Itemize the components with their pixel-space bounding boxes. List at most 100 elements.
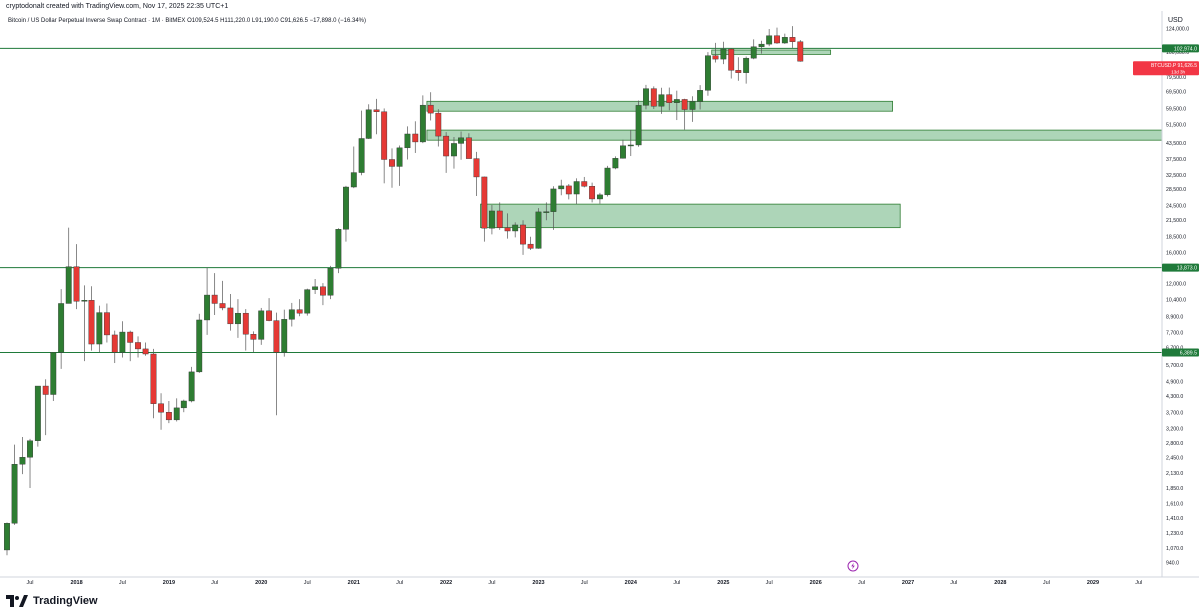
candle-2022-04[interactable] [465,133,472,159]
candle-2025-01[interactable] [720,41,727,65]
candle-2019-04[interactable] [188,366,195,403]
candle-2018-05[interactable] [103,303,110,343]
candle-2021-12[interactable] [435,109,442,147]
candle-2017-07[interactable] [27,438,33,489]
candle-2018-04[interactable] [96,305,103,353]
candle-2019-01[interactable] [165,400,172,424]
candle-2025-05[interactable] [750,39,757,60]
candle-2022-08[interactable] [496,202,503,230]
candle-2020-04[interactable] [281,309,288,357]
candle-2020-07[interactable] [304,288,311,316]
candle-2025-11[interactable] [797,40,804,62]
candle-2019-02[interactable] [173,398,180,422]
flash-icon[interactable] [847,560,859,572]
candle-2024-05[interactable] [658,87,665,114]
candle-2023-04[interactable] [558,179,565,196]
plot-area[interactable] [0,11,1162,577]
candle-2023-07[interactable] [581,176,588,188]
candle-2021-10[interactable] [419,95,426,144]
candle-2018-11[interactable] [150,348,157,419]
candle-2023-12[interactable] [620,139,626,159]
candle-2021-09[interactable] [412,121,419,153]
candle-2022-05[interactable] [473,151,480,197]
candle-2018-03[interactable] [88,286,95,351]
candle-2021-11[interactable] [427,92,434,121]
candle-2018-06[interactable] [111,330,118,364]
candle-2022-06[interactable] [481,176,488,242]
candle-2025-04[interactable] [743,56,750,84]
candle-2020-06[interactable] [296,299,303,317]
candle-2021-01[interactable] [350,146,357,189]
candle-2019-08[interactable] [219,280,226,311]
candle-2017-05[interactable] [11,444,18,525]
candle-2019-07[interactable] [211,273,218,315]
candle-2023-01[interactable] [535,208,542,249]
candle-2017-12[interactable] [65,227,72,304]
candle-2024-10[interactable] [697,85,704,110]
candle-2018-07[interactable] [119,321,126,358]
candle-2024-02[interactable] [635,100,642,147]
candle-2021-06[interactable] [389,148,395,188]
candle-2024-09[interactable] [689,96,696,122]
candle-2018-08[interactable] [127,330,134,362]
candle-2017-10[interactable] [50,352,57,401]
candle-2019-06[interactable] [204,267,211,335]
candle-2019-12[interactable] [250,331,257,353]
time-axis[interactable]: Jul 2018 Jul 2019 Jul 2020 Jul 2021 Jul 2022 Jul 20… [27,580,1143,586]
candle-2020-02[interactable] [266,298,272,322]
candle-2023-02[interactable] [543,202,550,221]
candle-2025-07[interactable] [766,28,773,47]
candle-2019-05[interactable] [196,313,203,373]
price-chart[interactable]: 124,000.0 100,000.0 79,500.0 69,500.0 59,500… [0,11,1199,589]
candle-2020-11[interactable] [335,228,342,274]
candle-2018-10[interactable] [142,342,149,356]
candle-2025-03[interactable] [735,57,742,81]
candle-2018-12[interactable] [158,393,164,430]
candle-2022-10[interactable] [512,222,519,238]
candle-2022-11[interactable] [520,220,526,255]
candle-2019-09[interactable] [227,294,234,331]
candle-2020-09[interactable] [320,283,326,306]
candle-2020-05[interactable] [288,302,295,327]
candle-2022-03[interactable] [458,131,464,160]
candle-2018-09[interactable] [135,336,141,358]
candle-2024-12[interactable] [712,42,719,63]
candle-2017-04[interactable] [4,522,10,556]
candle-2021-05[interactable] [381,108,388,184]
candle-2021-04[interactable] [373,98,380,135]
candle-2024-06[interactable] [666,87,673,111]
candle-2023-03[interactable] [550,186,557,230]
candle-2025-06[interactable] [758,40,765,54]
candle-2023-10[interactable] [604,165,611,197]
candle-2023-09[interactable] [596,192,603,204]
candle-2021-07[interactable] [396,145,403,186]
candle-2022-07[interactable] [488,205,495,235]
candle-2024-03[interactable] [643,84,649,110]
tradingview-brand[interactable]: TradingView [6,595,98,607]
candle-2024-04[interactable] [650,86,657,109]
candle-2018-02[interactable] [81,285,88,362]
candle-2019-03[interactable] [180,399,187,413]
candle-2019-11[interactable] [242,309,249,351]
candle-2023-06[interactable] [573,178,580,205]
candle-2021-03[interactable] [365,104,372,139]
candle-2017-08[interactable] [34,385,41,447]
candle-2023-08[interactable] [589,182,596,203]
price-axis[interactable]: 124,000.0 100,000.0 79,500.0 69,500.0 59,500… [1166,26,1189,566]
candle-2020-12[interactable] [343,185,349,242]
candle-2024-01[interactable] [627,129,634,157]
candle-2024-07[interactable] [673,90,680,121]
supply-demand-zone-3[interactable] [480,203,901,229]
candle-2017-11[interactable] [58,289,65,369]
candle-2025-02[interactable] [728,48,735,79]
candle-2021-02[interactable] [358,110,365,176]
candle-2022-01[interactable] [443,132,450,173]
candle-2020-01[interactable] [258,307,265,345]
candle-2024-11[interactable] [705,52,711,96]
candle-2020-03[interactable] [273,312,280,416]
candle-2019-10[interactable] [235,299,241,338]
candle-2025-08[interactable] [774,27,780,44]
candle-2022-02[interactable] [451,137,457,169]
candle-2021-08[interactable] [404,126,411,160]
candle-2020-10[interactable] [327,265,334,300]
